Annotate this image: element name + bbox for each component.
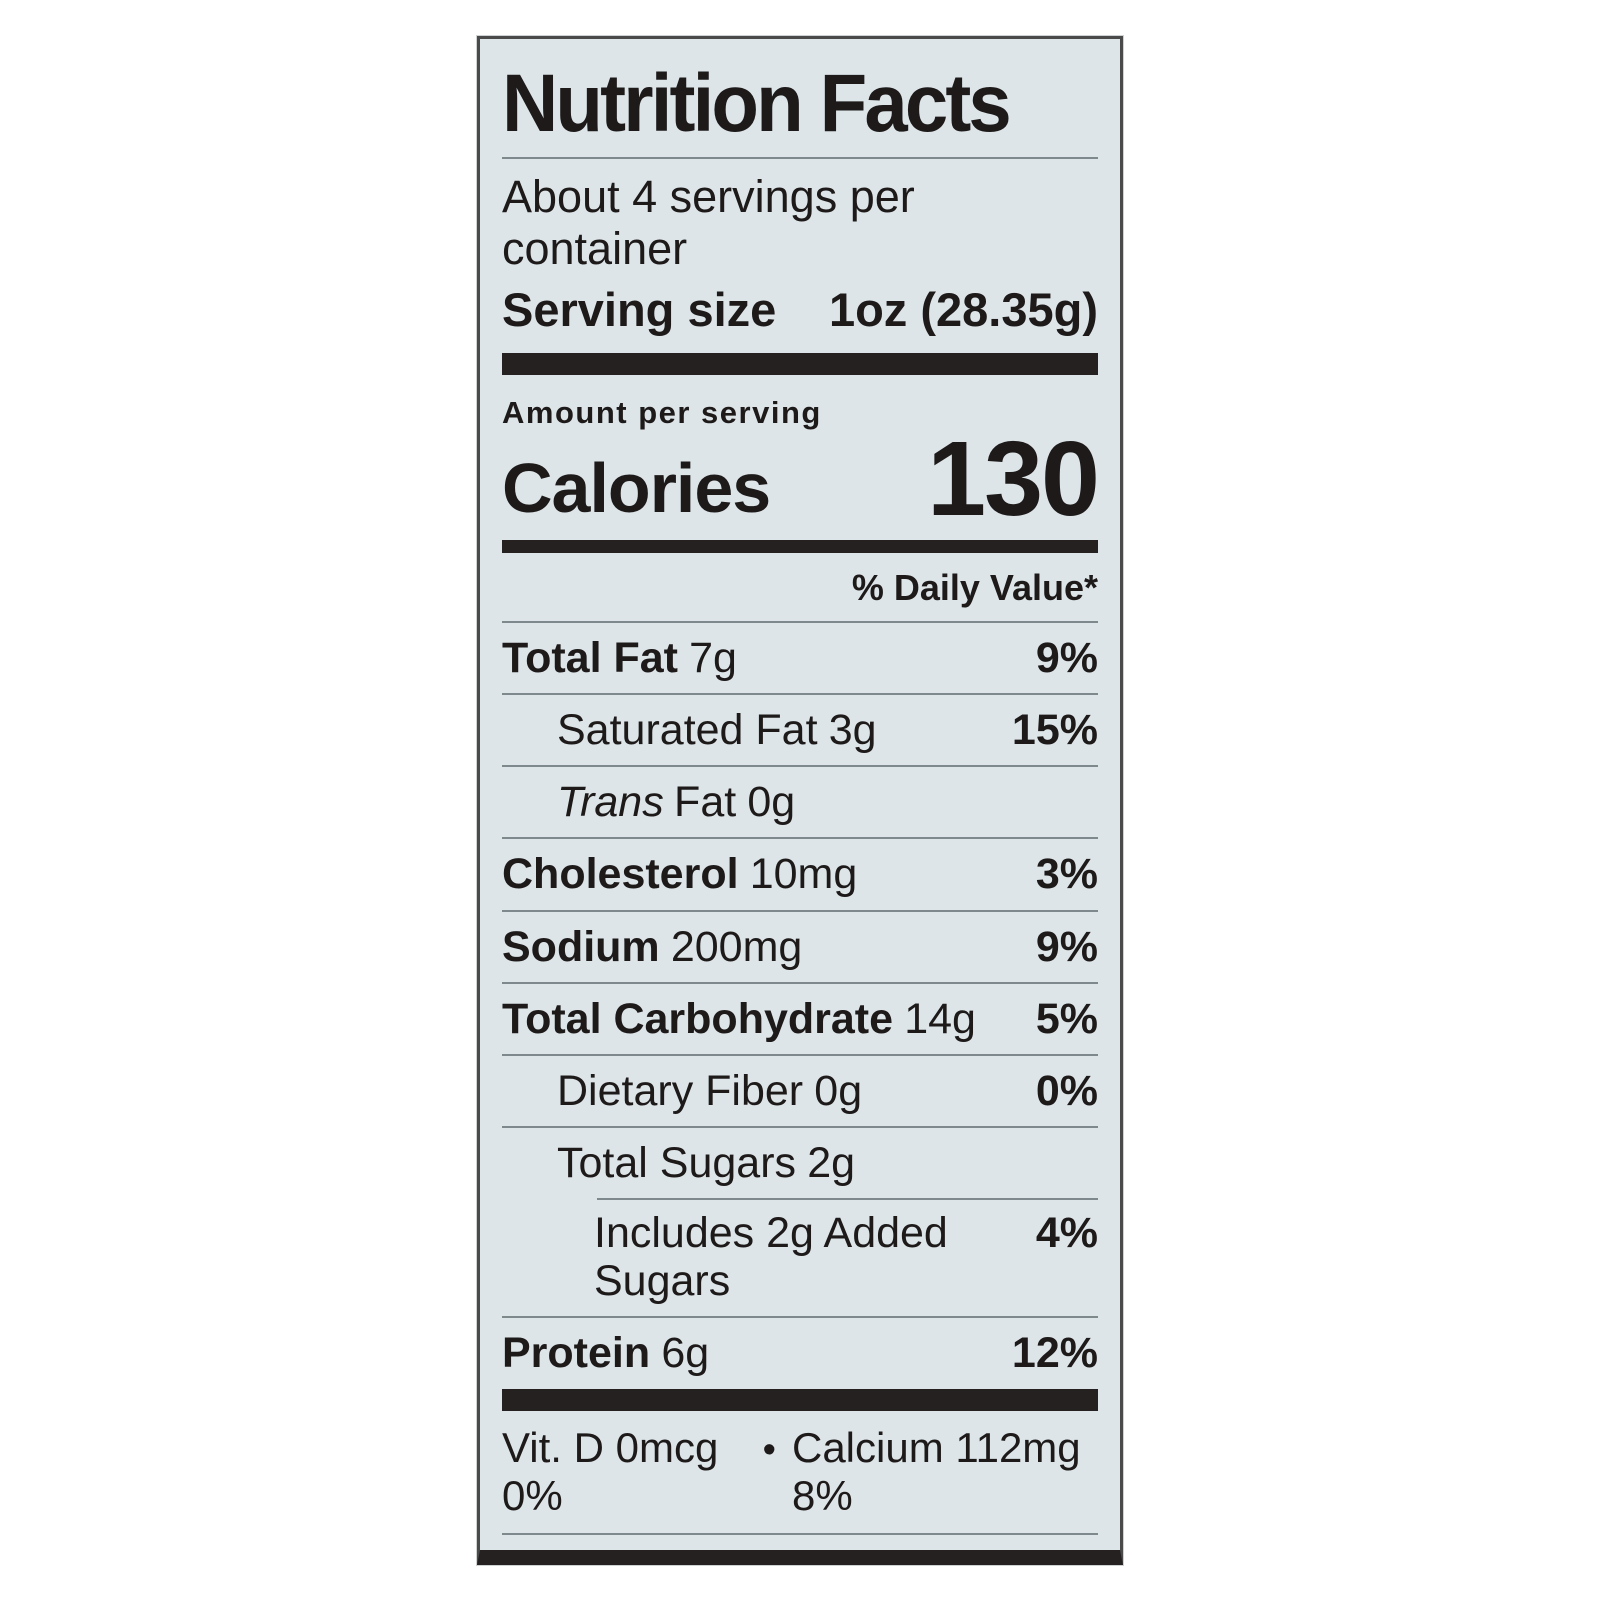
calories-value: 130 — [927, 419, 1100, 538]
serving-size-row: Serving size 1oz (28.35g) — [502, 283, 1098, 337]
micronutrient-value: Potas. 32mg 2% — [806, 1548, 1098, 1550]
nutrient-name: Includes 2g Added Sugars — [594, 1209, 948, 1306]
micronutrient-value: Calcium 112mg 8% — [791, 1423, 1081, 1519]
nutrient-name: Total Carbohydrate — [502, 994, 894, 1043]
nutrient-name-group: Dietary Fiber 0g — [557, 1067, 862, 1115]
nutrient-name: Total Fat — [502, 633, 678, 682]
serving-size-label: Serving size — [502, 282, 777, 336]
nutrient-row-cholesterol: Cholesterol 10mg 3% — [502, 837, 1098, 909]
nutrient-name-group: Total Carbohydrate 14g — [502, 995, 976, 1043]
nutrient-daily-value: 5% — [1035, 994, 1098, 1043]
micronutrient-top-bar — [502, 1388, 1098, 1411]
nutrient-amount: 2g — [807, 1139, 856, 1187]
nutrient-row-dietary-fiber: Dietary Fiber 0g 0% — [502, 1053, 1098, 1126]
micronutrient-row-vitd-calcium: Vit. D 0mcg 0% • Calcium 112mg 8% — [502, 1411, 1098, 1534]
nutrient-name-group: Includes 2g Added Sugars — [594, 1209, 1036, 1305]
micronutrient-row-iron-potassium: Iron 0.3mg 2% • Potas. 32mg 2% — [502, 1535, 1098, 1565]
thick-divider-bar — [502, 352, 1098, 375]
nutrient-daily-value: 12% — [1011, 1329, 1098, 1378]
nutrient-name-group: Total Fat 7g — [502, 634, 737, 682]
nutrient-amount: 14g — [904, 994, 976, 1043]
nutrient-amount: 0g — [814, 1066, 863, 1115]
nutrition-facts-label: Nutrition Facts About 4 servings per con… — [477, 36, 1123, 1565]
amount-per-serving-label: Amount per serving — [502, 394, 822, 430]
nutrient-table: Total Fat 7g 9% Saturated Fat 3g 15% Trans… — [502, 620, 1098, 1389]
nutrient-name-group: Total Sugars 2g — [557, 1139, 855, 1187]
nutrient-daily-value: 9% — [1035, 922, 1098, 971]
nutrient-row-sodium: Sodium 200mg 9% — [502, 909, 1098, 982]
nutrient-row-total-carbohydrate: Total Carbohydrate 14g 5% — [502, 981, 1098, 1054]
servings-per-container: About 4 servings per container — [502, 171, 915, 274]
bullet-separator: • — [761, 1553, 806, 1565]
calories-divider-bar — [502, 539, 1098, 553]
calories-label: Calories — [502, 449, 771, 528]
nutrient-daily-value: 3% — [1035, 850, 1098, 899]
nutrient-amount: 200mg — [670, 922, 803, 971]
nutrient-row-protein: Protein 6g 12% — [502, 1316, 1098, 1388]
nutrient-name-group: Trans Fat 0g — [557, 778, 795, 826]
bullet-separator: • — [762, 1428, 776, 1471]
nutrient-amount: 0g — [747, 778, 796, 827]
nutrient-daily-value: 0% — [1035, 1066, 1098, 1115]
nutrient-daily-value: 9% — [1035, 633, 1098, 682]
title-divider — [502, 157, 1098, 160]
nutrition-facts-title: Nutrition Facts — [502, 58, 1098, 149]
daily-value-header: % Daily Value* — [851, 566, 1098, 608]
nutrient-name: Cholesterol — [502, 850, 739, 899]
serving-size-value: 1oz (28.35g) — [828, 282, 1098, 336]
nutrient-amount: 6g — [661, 1329, 710, 1378]
micronutrient-value: Iron 0.3mg 2% — [502, 1548, 761, 1550]
nutrient-row-total-fat: Total Fat 7g 9% — [502, 620, 1098, 693]
nutrient-name-group: Saturated Fat 3g — [557, 706, 877, 754]
nutrient-row-total-sugars: Total Sugars 2g — [502, 1126, 1098, 1198]
calories-row: Calories 130 — [502, 419, 1100, 538]
nutrient-name: Total Sugars — [557, 1139, 797, 1187]
nutrient-name-group: Protein 6g — [502, 1329, 709, 1377]
nutrient-name: Protein — [502, 1329, 651, 1378]
nutrient-row-saturated-fat: Saturated Fat 3g 15% — [502, 693, 1098, 765]
nutrient-amount: 10mg — [749, 850, 858, 899]
nutrient-name-group: Sodium 200mg — [502, 923, 802, 971]
nutrient-daily-value: 15% — [1011, 706, 1098, 755]
nutrient-name-italic: Trans — [557, 778, 664, 827]
nutrient-row-trans-fat: Trans Fat 0g — [502, 765, 1098, 837]
nutrient-amount: 7g — [689, 633, 737, 682]
micronutrient-value: Vit. D 0mcg 0% — [502, 1423, 719, 1519]
nutrient-name-group: Cholesterol 10mg — [502, 850, 857, 898]
nutrient-daily-value: 4% — [1035, 1209, 1098, 1258]
nutrient-name: Sodium — [502, 922, 660, 971]
nutrient-name: Fat — [674, 778, 737, 827]
nutrient-name: Dietary Fiber — [557, 1066, 804, 1115]
nutrient-row-added-sugars: Includes 2g Added Sugars 4% — [502, 1198, 1098, 1316]
nutrition-facts-title-text: Nutrition Facts — [502, 58, 1012, 149]
micronutrient-divider — [502, 1533, 1098, 1536]
nutrient-name: Saturated Fat — [557, 706, 818, 755]
nutrient-amount: 3g — [828, 706, 877, 755]
